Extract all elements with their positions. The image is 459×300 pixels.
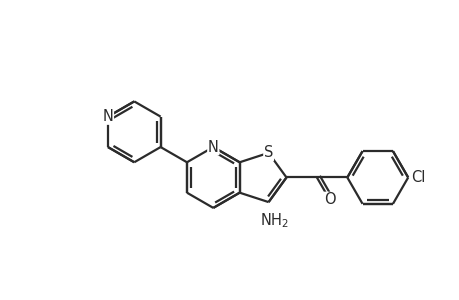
Text: S: S [263, 146, 273, 160]
Text: N: N [102, 109, 113, 124]
Text: Cl: Cl [410, 170, 424, 185]
Text: NH$_2$: NH$_2$ [260, 212, 289, 230]
Text: N: N [207, 140, 218, 154]
Text: O: O [323, 192, 335, 207]
